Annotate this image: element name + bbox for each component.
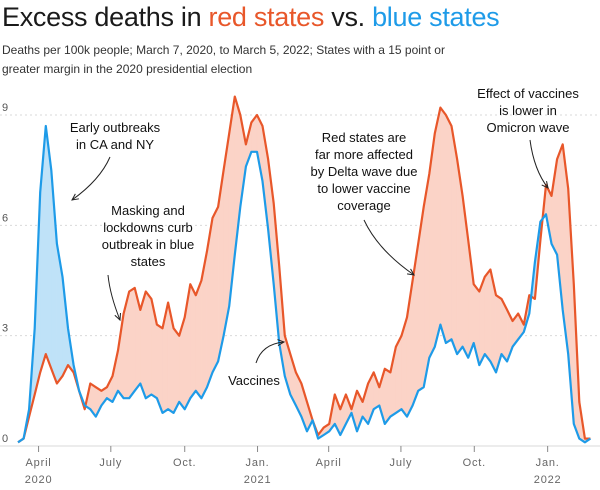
axis-ticks: 0 3 6 9 April 2020 July Oct. Jan. 2021 April July Oc… xyxy=(2,102,561,486)
excess-deaths-chart: 0 3 6 9 April 2020 July Oct. Jan. 2021 April July Oc… xyxy=(0,86,600,486)
title-blue-states: blue states xyxy=(372,2,500,32)
x-tick-label: July xyxy=(390,457,413,469)
red-excess-area xyxy=(189,284,197,400)
red-excess-area xyxy=(212,206,219,373)
y-tick-label-6: 6 xyxy=(2,212,8,224)
x-tick-label: Jan. xyxy=(536,457,560,469)
y-tick-label-0: 0 xyxy=(2,433,8,445)
annotation-text: Vaccines xyxy=(228,373,280,388)
red-excess-area xyxy=(173,327,180,414)
chart-title: Excess deaths in red states vs. blue sta… xyxy=(2,2,500,32)
x-tick-label: April xyxy=(316,457,342,469)
x-tick-label-year: 2020 xyxy=(25,474,53,486)
red-excess-area xyxy=(145,290,152,399)
red-excess-area xyxy=(384,368,391,425)
red-excess-area xyxy=(440,106,447,344)
annotation-arrow xyxy=(255,341,285,364)
difference-fill xyxy=(17,96,592,443)
red-excess-area xyxy=(434,107,441,347)
annotation-arrowhead xyxy=(541,181,549,189)
x-tick-label: April xyxy=(26,457,52,469)
annotation-text: Early outbreaks in CA and NY xyxy=(70,120,161,152)
x-tick-label: Jan. xyxy=(246,457,270,469)
y-tick-label-3: 3 xyxy=(2,323,8,335)
x-tick-label: Oct. xyxy=(173,457,196,469)
annotation-arrow xyxy=(529,139,549,189)
x-tick-label-year: 2022 xyxy=(534,474,562,486)
y-tick-label-9: 9 xyxy=(2,102,8,114)
x-tick-label: July xyxy=(99,457,122,469)
red-excess-area xyxy=(484,268,491,363)
annotation-arrow xyxy=(107,274,121,321)
title-middle: vs. xyxy=(324,2,373,32)
series-line-blue-states xyxy=(17,124,592,444)
x-tick-label-year: 2021 xyxy=(244,474,272,486)
annotations: Early outbreaks in CA and NY Masking and lo… xyxy=(70,86,579,388)
annotation-arrow xyxy=(363,219,415,276)
title-red-states: red states xyxy=(208,2,325,32)
title-prefix: Excess deaths in xyxy=(2,2,209,32)
chart-subtitle: Deaths per 100k people; March 7, 2020, t… xyxy=(2,43,445,76)
annotation-arrowhead xyxy=(114,312,121,322)
annotation-arrowhead xyxy=(71,193,79,201)
series-line-red-states xyxy=(17,95,591,444)
annotation-text: Red states are far more affected by Delta … xyxy=(311,130,418,213)
annotation-arrowhead xyxy=(277,339,286,347)
annotation-arrow xyxy=(71,156,111,201)
red-excess-area xyxy=(445,114,452,344)
annotation-text: Effect of vaccines is lower in Omicron wav… xyxy=(477,86,579,135)
annotation-text: Masking and lockdowns curb outbreak in blu… xyxy=(102,203,195,269)
x-tick-label: Oct. xyxy=(463,457,486,469)
series-lines xyxy=(17,95,592,444)
annotation-arrowhead xyxy=(407,268,415,276)
red-excess-area xyxy=(195,280,202,400)
red-excess-area xyxy=(128,287,136,400)
